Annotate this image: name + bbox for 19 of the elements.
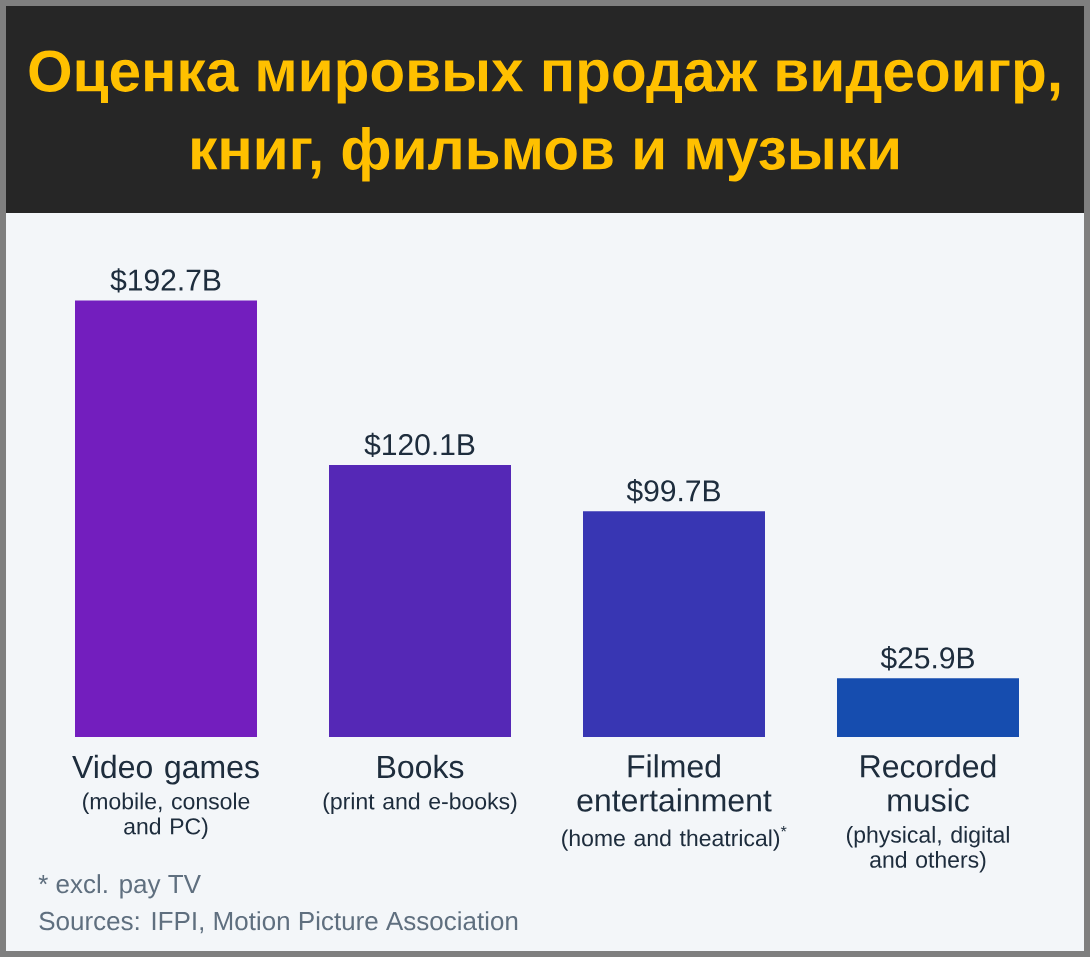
- data-label: $25.9B: [880, 646, 974, 671]
- bar: [583, 511, 765, 737]
- x-tick-label: Recorded music: [861, 754, 996, 812]
- data-label: $192.7B: [110, 268, 221, 293]
- text: (print and e-books): [323, 792, 517, 815]
- source-note: Sources: IFPI, Motion Picture Association: [39, 911, 518, 934]
- x-tick-label: Filmed entertainment: [577, 754, 772, 812]
- bar: [837, 678, 1019, 737]
- x-tick-label: Books: [378, 754, 464, 779]
- chart-title: Оценка мировых продаж видеоигр, книг, фильмов и музыки: [29, 50, 1060, 182]
- text: (physical, digital and others): [846, 825, 1009, 873]
- text: (mobile, console and PC): [83, 792, 250, 840]
- text: (home and theatrical)$^{*}$: [562, 825, 787, 851]
- text: * excl. pay TV: [38, 874, 201, 899]
- bar: [329, 464, 511, 737]
- data-label: $120.1B: [364, 432, 475, 458]
- bar: [75, 300, 258, 737]
- data-label: $99.7B: [626, 478, 720, 504]
- x-tick-label: Video games: [72, 754, 259, 785]
